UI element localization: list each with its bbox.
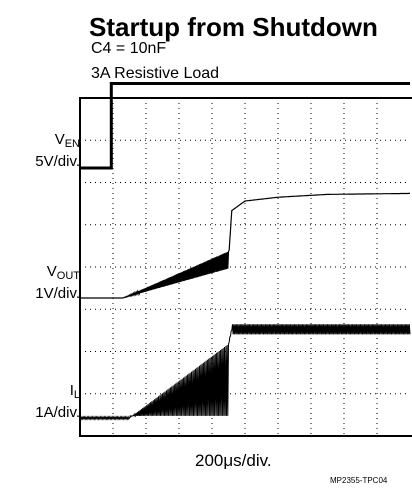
channel-subscript: EN bbox=[64, 138, 80, 150]
channel-scale: 1A/div. bbox=[35, 404, 80, 421]
channel-subscript: OUT bbox=[56, 270, 80, 282]
plot-frame bbox=[79, 97, 412, 437]
figure-id: MP2355-TPC04 bbox=[330, 476, 388, 485]
trace-il bbox=[79, 324, 411, 421]
channel-name: V bbox=[54, 131, 65, 148]
channel-scale: 1V/div. bbox=[35, 285, 80, 302]
channel-label-il: IL 1A/div. bbox=[35, 382, 80, 421]
channel-name: I bbox=[69, 382, 74, 399]
channel-name: V bbox=[46, 263, 57, 280]
chart-title: Startup from Shutdown bbox=[89, 12, 378, 42]
x-axis-label: 200μs/div. bbox=[195, 451, 272, 470]
trace-vout bbox=[80, 192, 410, 299]
trace-ven bbox=[80, 82, 410, 170]
channel-label-vout: VOUT 1V/div. bbox=[35, 263, 80, 302]
channel-label-ven: VEN 5V/div. bbox=[35, 131, 80, 170]
subtitle-capacitor: C4 = 10nF bbox=[91, 40, 167, 57]
subtitle-load: 3A Resistive Load bbox=[91, 65, 220, 82]
channel-subscript: L bbox=[73, 389, 80, 401]
channel-scale: 5V/div. bbox=[35, 153, 80, 170]
